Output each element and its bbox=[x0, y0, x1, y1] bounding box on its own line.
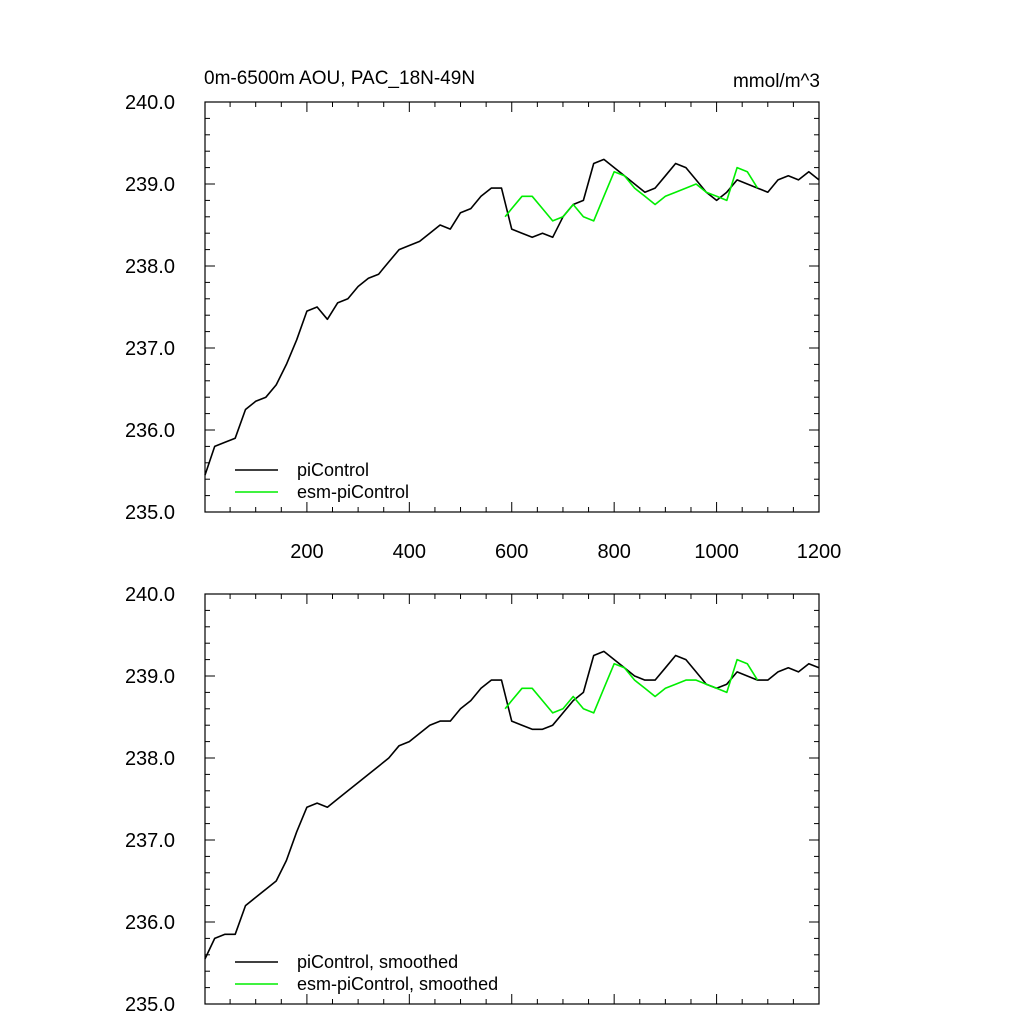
legend-label: piControl, smoothed bbox=[297, 952, 458, 972]
y-tick-label: 235.0 bbox=[125, 502, 175, 524]
series-layer bbox=[204, 650, 820, 960]
axis-ticks: 200 400 600 800 1000 1200 235.0 236.0 237.0 238.0… bbox=[125, 92, 841, 563]
series-line-esm-picontrol bbox=[504, 166, 759, 222]
x-tick-label: 800 bbox=[597, 541, 630, 563]
y-tick-label: 239.0 bbox=[125, 174, 175, 196]
x-tick-label: 200 bbox=[290, 541, 323, 563]
legend-label: esm-piControl bbox=[297, 482, 409, 502]
panel-title: 0m-6500m AOU, PAC_18N-49N bbox=[204, 68, 475, 89]
series-layer bbox=[204, 158, 820, 476]
series-line-esm-picontrol bbox=[504, 658, 759, 714]
x-tick-label: 1200 bbox=[797, 541, 842, 563]
top-panel: 0m-6500m AOU, PAC_18N-49N mmol/m^3 200 40… bbox=[125, 68, 841, 563]
x-tick-label: 1000 bbox=[694, 541, 739, 563]
y-tick-label: 238.0 bbox=[125, 748, 175, 770]
y-tick-label: 235.0 bbox=[125, 994, 175, 1016]
y-tick-label: 237.0 bbox=[125, 338, 175, 360]
bottom-panel: 235.0 236.0 237.0 238.0 239.0 240.0 piControl… bbox=[125, 584, 820, 1016]
legend-label: piControl bbox=[297, 460, 369, 480]
y-tick-label: 236.0 bbox=[125, 912, 175, 934]
units-label: mmol/m^3 bbox=[733, 71, 820, 92]
y-tick-label: 239.0 bbox=[125, 666, 175, 688]
y-tick-label: 237.0 bbox=[125, 830, 175, 852]
legend-label: esm-piControl, smoothed bbox=[297, 974, 498, 994]
y-tick-label: 238.0 bbox=[125, 256, 175, 278]
x-tick-label: 400 bbox=[393, 541, 426, 563]
y-tick-label: 240.0 bbox=[125, 584, 175, 606]
series-line-picontrol bbox=[204, 158, 820, 476]
series-line-picontrol bbox=[204, 650, 820, 960]
y-tick-label: 236.0 bbox=[125, 420, 175, 442]
plot-frame bbox=[204, 101, 820, 513]
x-tick-label: 600 bbox=[495, 541, 528, 563]
axis-ticks: 235.0 236.0 237.0 238.0 239.0 240.0 bbox=[125, 584, 820, 1016]
plot-frame bbox=[204, 593, 820, 1005]
y-tick-label: 240.0 bbox=[125, 92, 175, 114]
